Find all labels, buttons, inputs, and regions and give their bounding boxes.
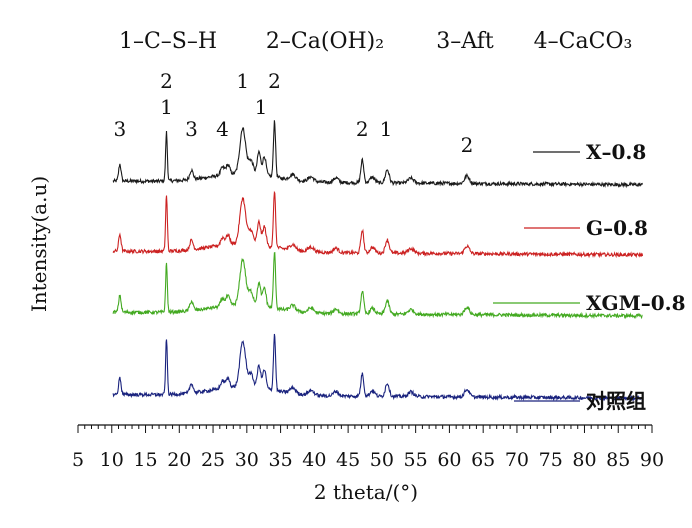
peak-label: 2 [268, 69, 281, 93]
series-line [112, 252, 643, 320]
x-tick-label: 35 [268, 449, 292, 471]
y-axis-title: Intensity(a.u) [27, 176, 51, 312]
peak-label: 2 [461, 133, 474, 157]
x-tick-label: 40 [302, 449, 326, 471]
peak-label: 1 [255, 95, 268, 119]
phase-key-item: 1–C–S–H [119, 29, 217, 54]
peak-label: 1 [236, 69, 249, 93]
x-tick-label: 80 [572, 449, 596, 471]
legend-label: X–0.8 [586, 140, 646, 164]
phase-key-item: 2–Ca(OH)₂ [266, 29, 384, 54]
x-tick-label: 45 [336, 449, 360, 471]
x-tick-label: 65 [471, 449, 495, 471]
x-axis: 5 10 15 20 25 30 35 40 45 50 55 60 65 70 75 80 85 90 [72, 424, 664, 471]
peak-label: 1 [160, 95, 173, 119]
peak-label: 2 [160, 69, 173, 93]
x-tick-label: 75 [539, 449, 563, 471]
peak-label: 2 [356, 117, 369, 141]
x-tick-label: 90 [640, 449, 664, 471]
x-tick-label: 85 [606, 449, 630, 471]
peak-label: 3 [114, 117, 127, 141]
series-layer [112, 120, 644, 402]
x-axis-title: 2 theta/(°) [314, 480, 418, 504]
peak-label: 4 [216, 117, 229, 141]
x-tick-label: 55 [404, 449, 428, 471]
x-tick-label: 50 [370, 449, 394, 471]
phase-key-item: 4–CaCO₃ [534, 29, 633, 54]
series-line [112, 333, 644, 402]
legend-label: 对照组 [586, 389, 646, 413]
phase-key: 1–C–S–H 2–Ca(OH)₂ 3–Aft 4–CaCO₃ [119, 29, 632, 54]
x-tick-label: 25 [201, 449, 225, 471]
phase-key-item: 3–Aft [436, 29, 494, 54]
series-line [112, 190, 644, 259]
peak-label: 1 [380, 117, 393, 141]
x-tick-label: 10 [100, 449, 124, 471]
x-tick-label: 20 [167, 449, 191, 471]
x-tick-label: 30 [235, 449, 259, 471]
legend-label: G–0.8 [586, 216, 648, 240]
legend-label: XGM–0.8 [586, 291, 686, 315]
x-tick-label: 60 [437, 449, 461, 471]
series-line [112, 120, 644, 189]
x-tick-label: 15 [133, 449, 157, 471]
peak-label: 3 [185, 117, 198, 141]
x-tick-label: 70 [505, 449, 529, 471]
x-tick-label: 5 [72, 449, 84, 471]
legend: X–0.8 G–0.8 XGM–0.8 对照组 [493, 140, 686, 413]
